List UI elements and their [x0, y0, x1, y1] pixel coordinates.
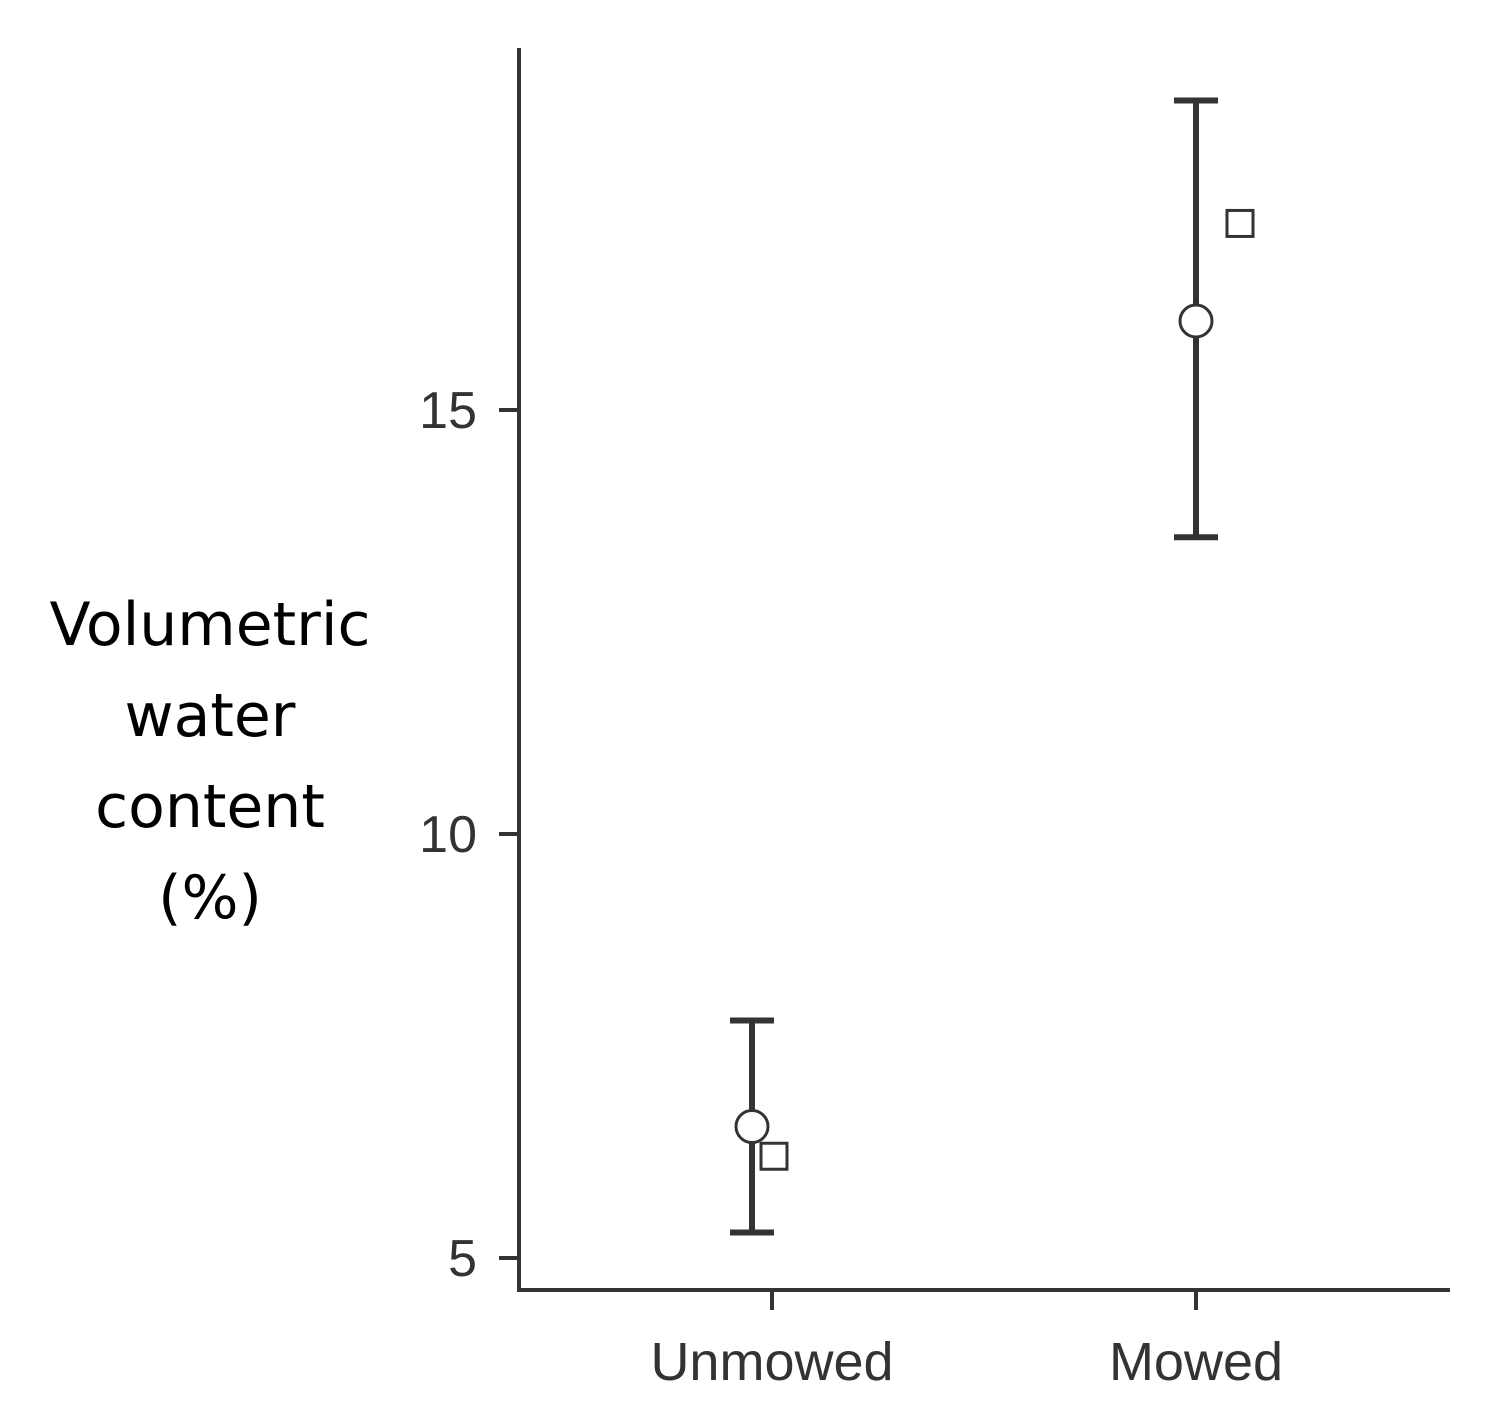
- y-tick-label: 5: [448, 1230, 477, 1288]
- y-axis-label-line: Volumetric: [49, 590, 371, 660]
- y-axis-label-line: (%): [158, 863, 262, 933]
- x-tick-label: Unmowed: [650, 1332, 893, 1392]
- y-tick-label: 15: [419, 382, 477, 440]
- x-tick-label: Mowed: [1109, 1332, 1283, 1392]
- y-tick-label: 10: [419, 806, 477, 864]
- y-axis-label-line: water: [124, 681, 296, 751]
- data-point-circle: [1178, 303, 1214, 339]
- y-axis-label-line: content: [95, 772, 325, 842]
- data-point-square: [759, 1141, 789, 1171]
- data-point-square: [1225, 208, 1255, 238]
- data-point-circle: [734, 1109, 770, 1145]
- y-axis-label: Volumetric water content (%): [20, 580, 400, 944]
